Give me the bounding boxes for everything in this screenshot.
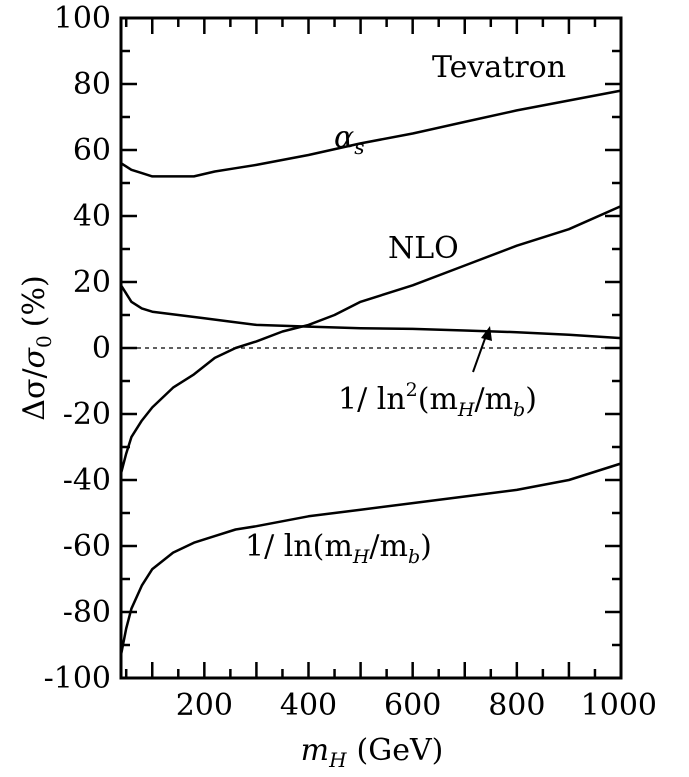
inv-ln2-label: 1/ ln2(mH/mb) [338,379,537,421]
annotation-arrow-line [472,332,488,373]
inv-ln-label: 1/ ln(mH/mb) [245,529,432,568]
y-tick-label: 80 [73,67,111,102]
y-tick-label: -60 [63,529,111,564]
y-axis-label: Δσ/σ0(%) [17,275,56,420]
y-tick-labels: 100 80 60 40 20 0 -20 -40 -60 -80 -100 [44,1,111,696]
x-tick-label: 800 [488,688,545,723]
curve-nlo [119,204,623,475]
curve-alpha_s [119,89,623,178]
x-axis-label: mH (GeV) [301,733,444,772]
y-tick-label: 0 [92,331,111,366]
y-tick-label: -80 [63,595,111,630]
annotation-arrow-head [481,326,492,341]
x-tick-label: 1000 [581,688,657,723]
y-tick-label: -20 [63,397,111,432]
x-tick-label: 400 [280,688,337,723]
x-tick-label: 600 [384,688,441,723]
y-tick-label: -100 [44,661,111,696]
y-tick-label: 20 [73,265,111,300]
x-tick-labels: 200 400 600 800 1000 [176,688,657,723]
y-tick-label: 60 [73,133,111,168]
curve-inv_ln [119,462,623,657]
y-tick-label: -40 [63,463,111,498]
y-tick-label: 100 [54,1,111,36]
y-tick-label: 40 [73,199,111,234]
tevatron-label: Tevatron [432,50,566,85]
x-tick-label: 200 [176,688,233,723]
alpha-s-label: αs [334,120,365,159]
nlo-label: NLO [388,231,459,266]
curve-inv_ln2 [119,284,623,340]
series-curves [119,89,623,657]
